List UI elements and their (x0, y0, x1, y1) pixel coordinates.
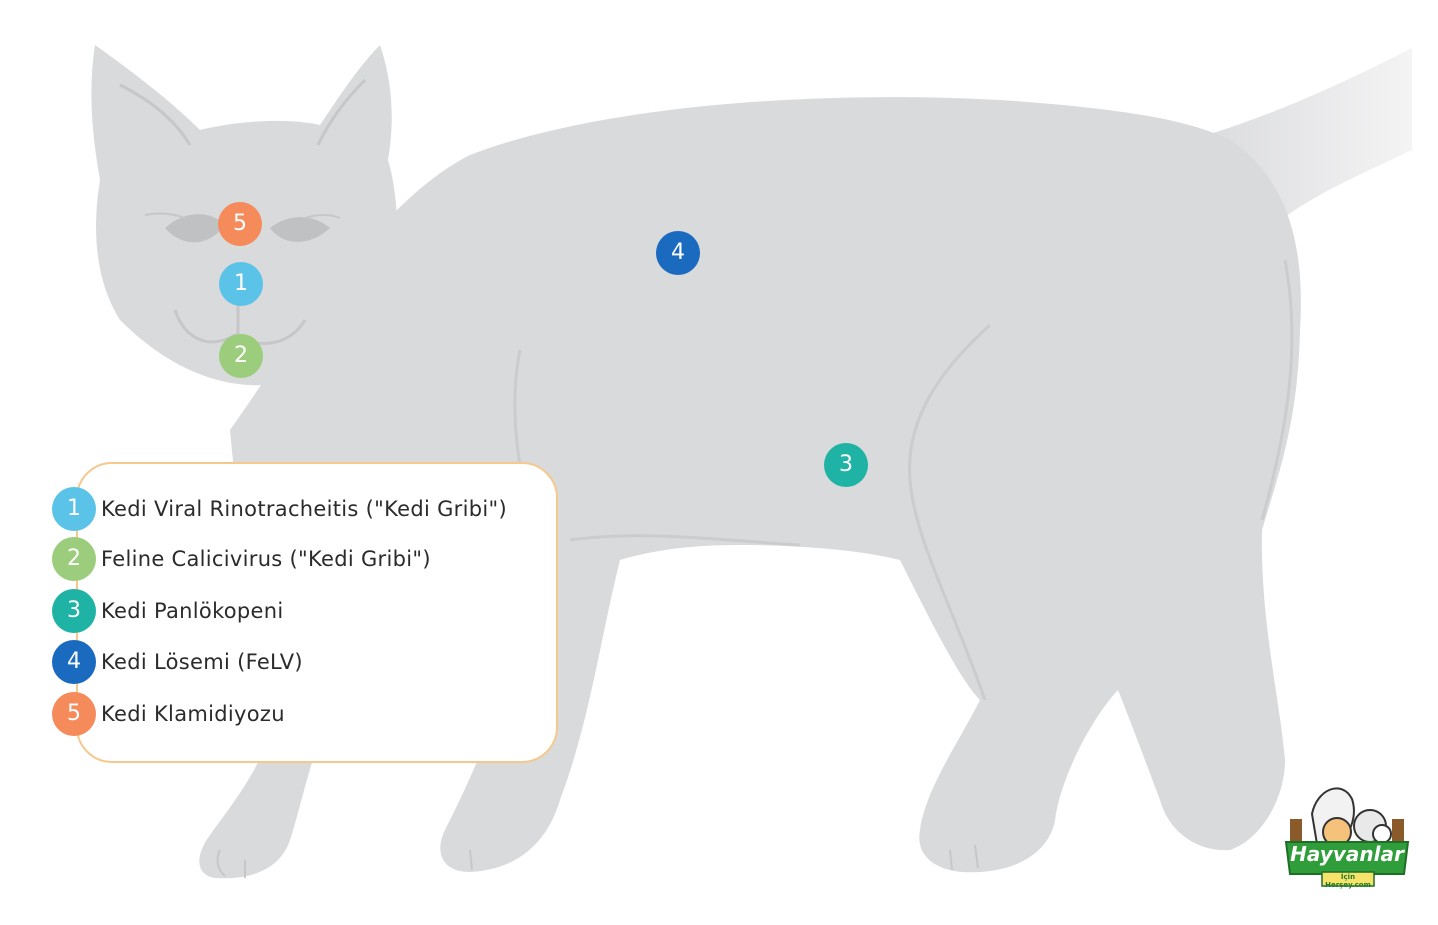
legend-label-4: Kedi Lösemi (FeLV) (101, 650, 303, 674)
legend-item-4: 4 Kedi Lösemi (FeLV) (52, 640, 303, 684)
logo-sub-text: İçin Herşey.com (1325, 873, 1371, 889)
marker-4: 4 (656, 231, 700, 275)
marker-5: 5 (218, 202, 262, 246)
legend-marker-1: 1 (52, 487, 96, 531)
legend-marker-2: 2 (52, 537, 96, 581)
legend-item-1: 1 Kedi Viral Rinotracheitis ("Kedi Gribi… (52, 487, 507, 531)
legend-marker-5: 5 (52, 692, 96, 736)
legend-label-5: Kedi Klamidiyozu (101, 702, 285, 726)
marker-2: 2 (219, 334, 263, 378)
legend-label-2: Feline Calicivirus ("Kedi Gribi") (101, 547, 431, 571)
legend-label-1: Kedi Viral Rinotracheitis ("Kedi Gribi") (101, 497, 507, 521)
cat-left-eye (165, 214, 225, 243)
legend-label-3: Kedi Panlökopeni (101, 599, 284, 623)
marker-3: 3 (824, 443, 868, 487)
legend-box (76, 462, 558, 763)
cat-right-eye (270, 217, 330, 242)
legend-item-2: 2 Feline Calicivirus ("Kedi Gribi") (52, 537, 431, 581)
legend-item-5: 5 Kedi Klamidiyozu (52, 692, 285, 736)
marker-1: 1 (219, 262, 263, 306)
logo-brand-text: Hayvanlar (1290, 842, 1404, 866)
legend-marker-4: 4 (52, 640, 96, 684)
legend-item-3: 3 Kedi Panlökopeni (52, 589, 284, 633)
brand-logo (1284, 787, 1410, 887)
legend-marker-3: 3 (52, 589, 96, 633)
